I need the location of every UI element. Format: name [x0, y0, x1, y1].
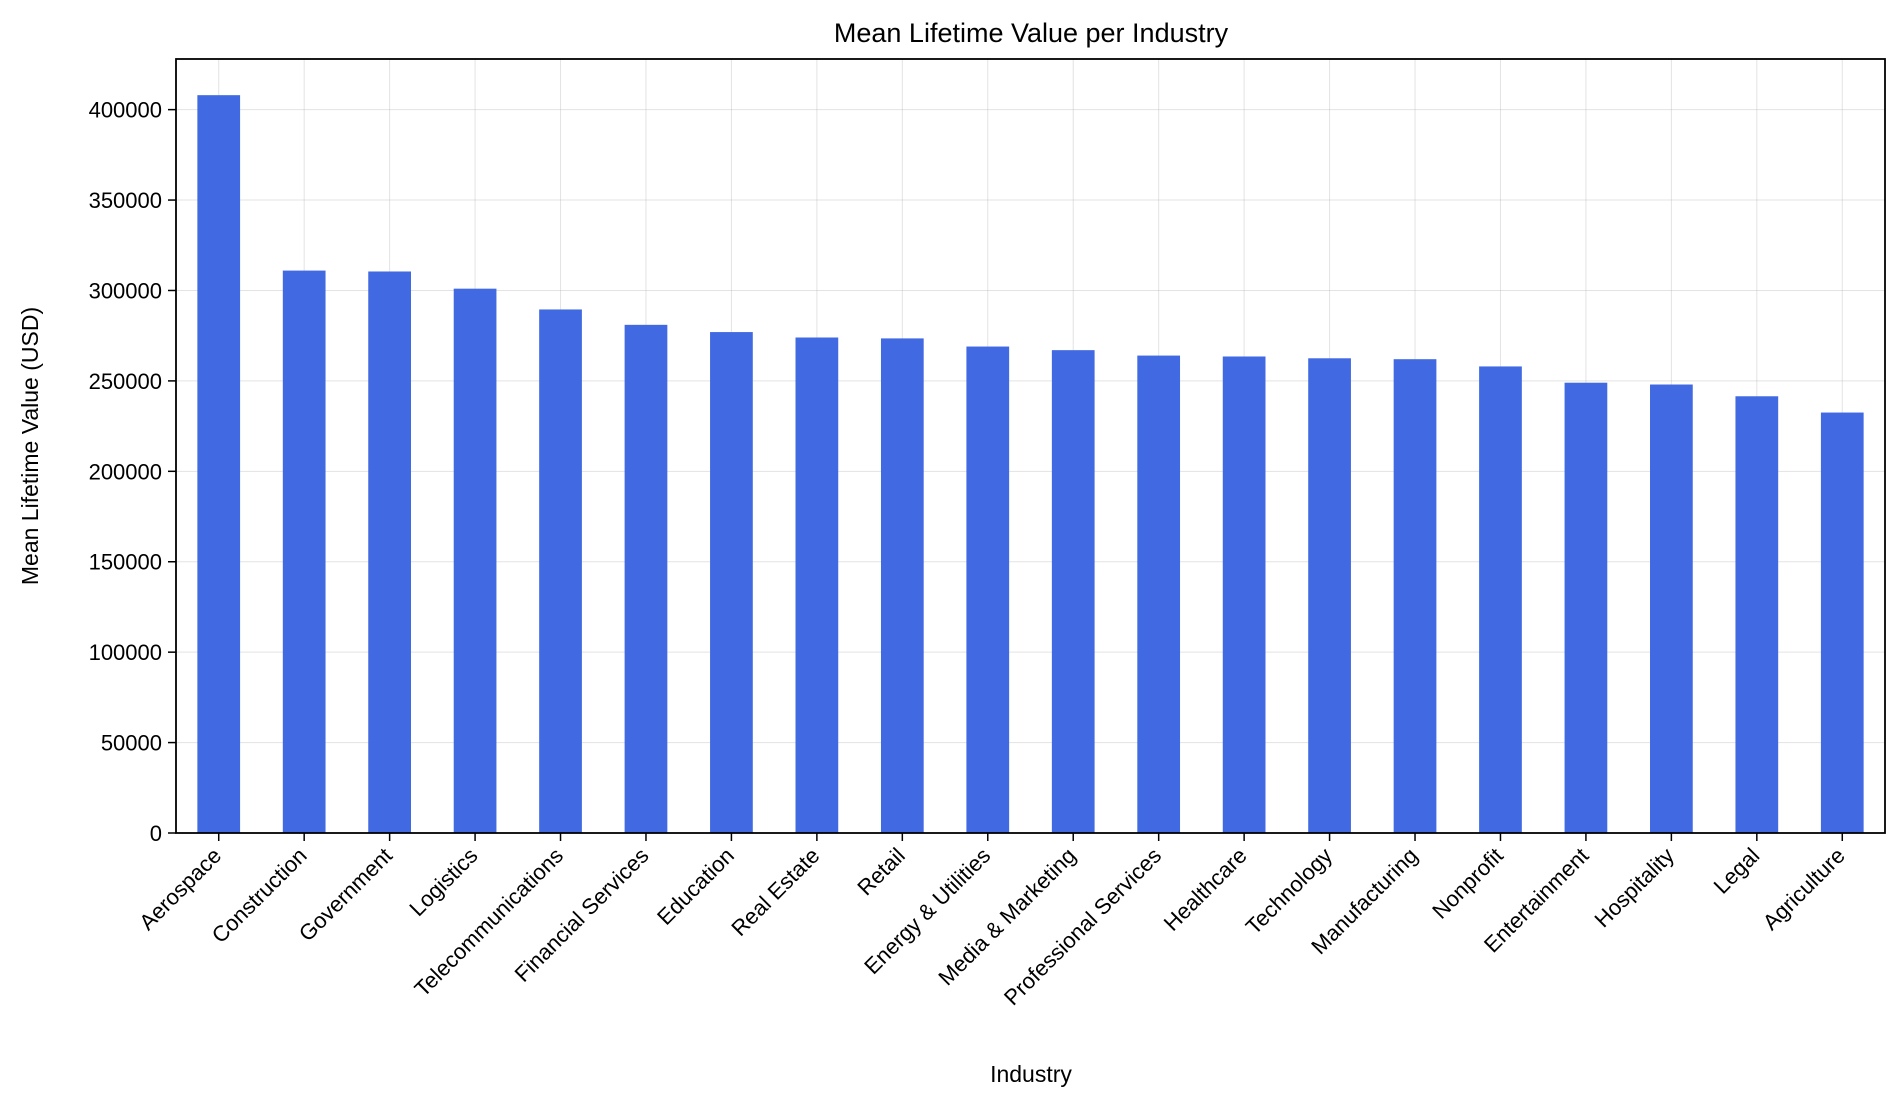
bar: [710, 332, 753, 833]
gridlines: [176, 59, 1885, 834]
x-tick-label: Professional Services: [999, 843, 1166, 1010]
y-tick-label: 300000: [89, 278, 162, 303]
bar: [1051, 350, 1095, 833]
bar: [1308, 358, 1351, 833]
y-tick-label: 250000: [89, 369, 162, 394]
bar: [197, 95, 241, 834]
x-tick-label: Logistics: [404, 843, 482, 921]
plot-frame: [175, 58, 1886, 834]
y-tick-label: 200000: [89, 459, 162, 484]
bar: [795, 337, 839, 833]
x-tick-label: Nonprofit: [1427, 843, 1508, 924]
x-tick-label: Real Estate: [726, 843, 824, 941]
y-tick-label: 400000: [89, 98, 162, 123]
bar: [1137, 355, 1181, 833]
bar: [1393, 359, 1437, 833]
x-tick-label: Agriculture: [1758, 843, 1850, 935]
bar: [1650, 384, 1693, 833]
x-tick-label: Hospitality: [1589, 843, 1678, 932]
y-tick-label: 50000: [101, 731, 162, 756]
bar: [1222, 356, 1266, 833]
x-tick-label: Telecommunications: [409, 843, 568, 1002]
y-tick-label: 150000: [89, 550, 162, 575]
bar: [1564, 382, 1608, 833]
bar: [368, 271, 411, 834]
bar: [1820, 412, 1864, 833]
x-axis-title: Industry: [990, 1061, 1072, 1087]
y-tick-label: 350000: [89, 188, 162, 213]
x-tick-label: Legal: [1709, 843, 1765, 899]
bar: [966, 346, 1010, 833]
bars: [197, 95, 1864, 834]
bar: [624, 324, 668, 833]
x-tick-label: Healthcare: [1159, 843, 1252, 936]
y-tick-label: 100000: [89, 640, 162, 665]
y-tick-label: 0: [150, 821, 162, 846]
bar: [1479, 366, 1522, 833]
x-tick-label: Retail: [852, 843, 909, 900]
bar: [539, 309, 582, 833]
x-tick-label: Education: [652, 843, 739, 930]
bar: [453, 288, 497, 833]
bar: [1735, 396, 1779, 833]
y-axis-title: Mean Lifetime Value (USD): [17, 307, 43, 585]
bar: [880, 338, 924, 833]
x-tick-label: Aerospace: [134, 843, 226, 935]
chart-title: Mean Lifetime Value per Industry: [834, 18, 1229, 48]
y-axis-ticks: 0 50000 100000 150000 200000 250000 300000 3500…: [89, 98, 176, 846]
bar: [282, 270, 326, 833]
